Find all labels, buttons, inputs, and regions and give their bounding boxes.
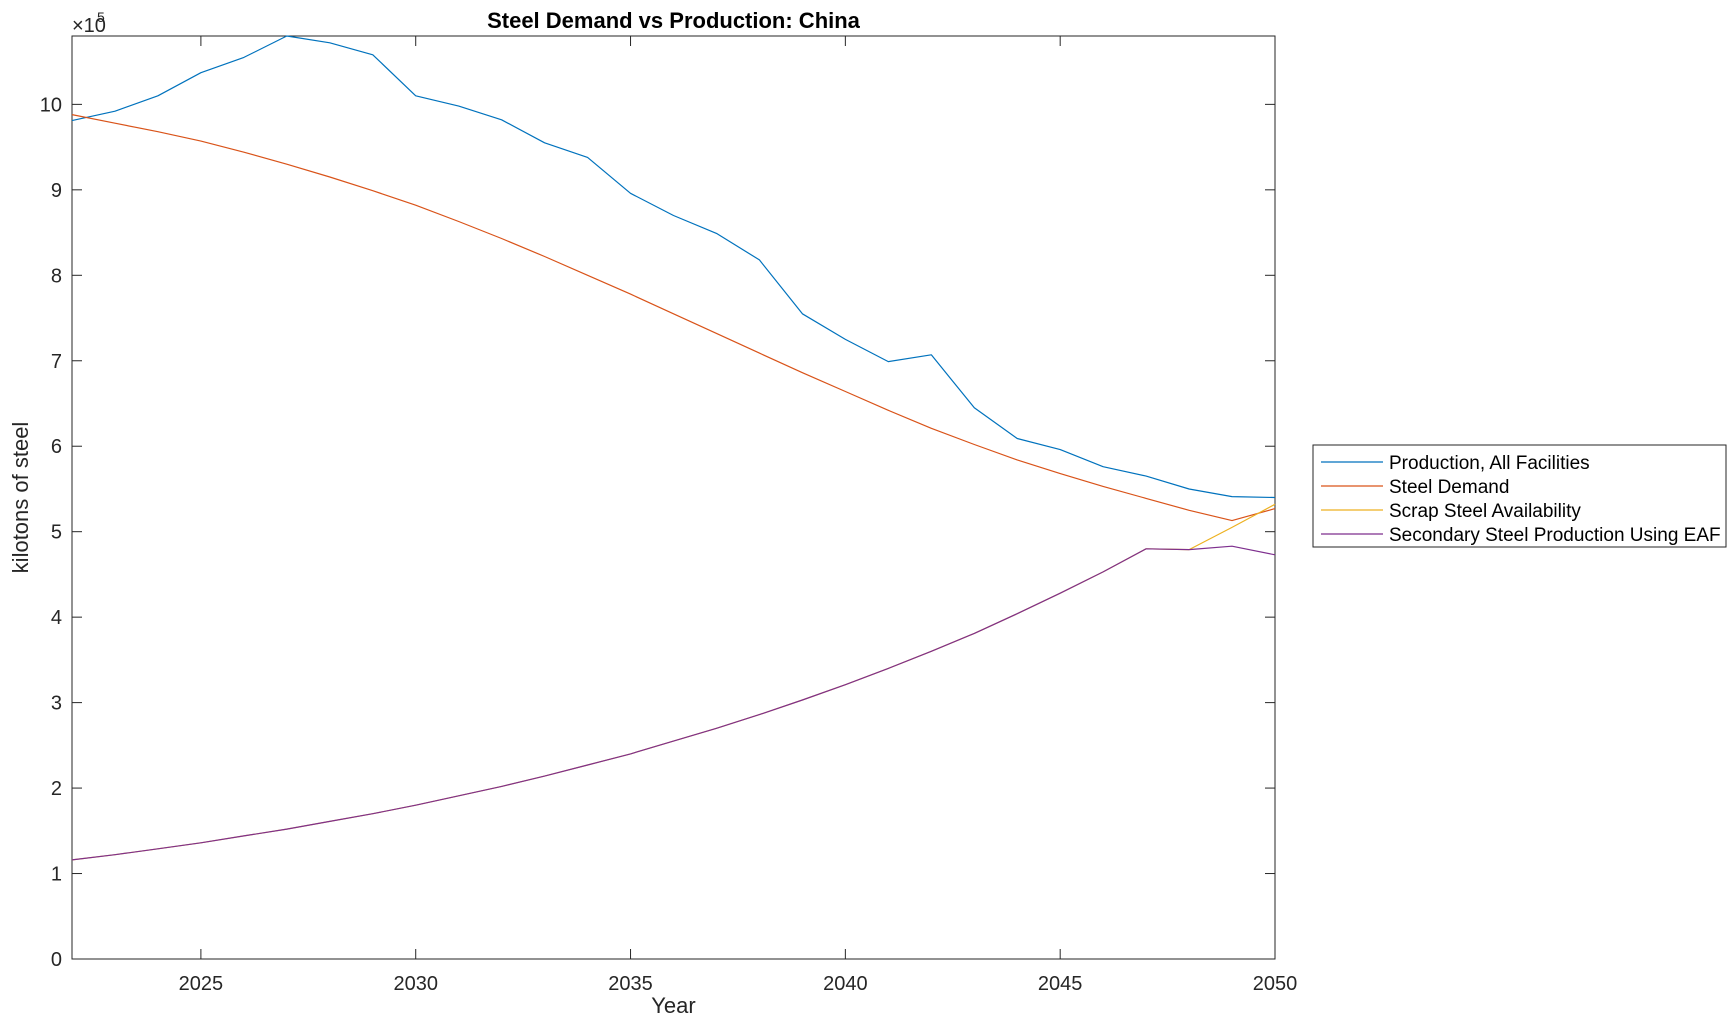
legend-label-2: Steel Demand <box>1389 477 1509 498</box>
y-tick-label: 9 <box>51 180 62 202</box>
y-tick-label: 7 <box>51 351 62 373</box>
legend: Production, All Facilities Steel Demand Sc… <box>1312 444 1727 548</box>
x-tick-label: 2040 <box>823 973 868 995</box>
x-tick-label: 2025 <box>179 973 224 995</box>
y-tick-label: 2 <box>51 778 62 800</box>
series-line-1 <box>71 35 1276 499</box>
legend-label-4: Secondary Steel Production Using EAF <box>1389 525 1721 546</box>
exponent-base: ×10 <box>72 15 106 37</box>
y-axis-ticks: 0 1 2 3 4 5 6 7 8 9 10 <box>40 94 1275 971</box>
chart-title: Steel Demand vs Production: China <box>487 8 861 33</box>
series-line-2 <box>71 114 1276 522</box>
legend-label-1: Production, All Facilities <box>1389 453 1590 474</box>
series-layer <box>71 35 1276 861</box>
x-axis-title: Year <box>651 993 695 1018</box>
legend-label-3: Scrap Steel Availability <box>1389 501 1581 522</box>
y-tick-label: 10 <box>40 94 62 116</box>
y-tick-label: 4 <box>51 607 62 629</box>
y-axis-title: kilotons of steel <box>8 422 33 574</box>
exponent-label: ×10 5 <box>72 9 106 37</box>
y-tick-label: 3 <box>51 693 62 715</box>
y-tick-label: 5 <box>51 522 62 544</box>
x-tick-label: 2035 <box>608 973 653 995</box>
series-line-4 <box>71 545 1276 861</box>
y-tick-label: 0 <box>51 949 62 971</box>
exponent-power: 5 <box>97 9 105 25</box>
plot-area <box>71 35 1276 960</box>
y-tick-label: 8 <box>51 265 62 287</box>
x-axis-ticks: 2025 2030 2035 2040 2045 2050 <box>179 36 1298 995</box>
y-tick-label: 1 <box>51 864 62 886</box>
y-tick-label: 6 <box>51 436 62 458</box>
x-tick-label: 2045 <box>1038 973 1083 995</box>
x-tick-label: 2050 <box>1253 973 1298 995</box>
x-tick-label: 2030 <box>393 973 438 995</box>
